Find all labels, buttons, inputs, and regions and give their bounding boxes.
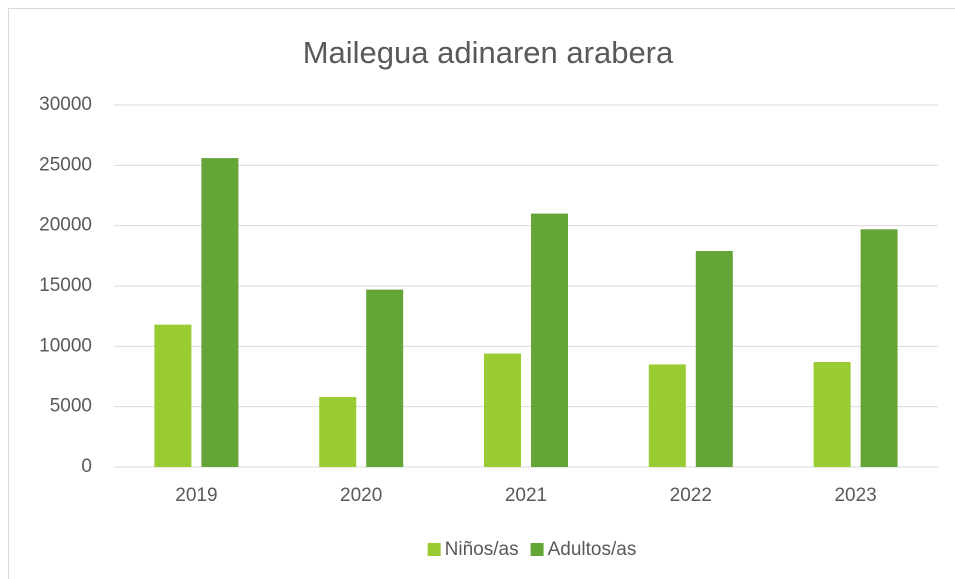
x-tick-label: 2022 — [670, 485, 712, 506]
chart-border — [8, 8, 955, 579]
legend-label: Niños/as — [445, 539, 519, 560]
legend-swatch — [427, 543, 441, 556]
bar — [319, 397, 357, 467]
x-tick-label: 2019 — [175, 485, 217, 506]
y-tick-label: 25000 — [39, 154, 92, 175]
x-tick-label: 2021 — [505, 485, 547, 506]
bar — [484, 353, 521, 467]
y-tick-label: 0 — [81, 456, 92, 477]
y-tick-label: 30000 — [39, 94, 92, 115]
bar — [648, 364, 686, 467]
x-tick-label: 2020 — [340, 485, 382, 506]
x-tick-label: 2023 — [834, 485, 876, 506]
bar — [860, 229, 898, 467]
bar — [531, 213, 568, 467]
bar — [201, 158, 239, 468]
y-tick-label: 15000 — [39, 275, 92, 296]
y-tick-label: 20000 — [39, 215, 92, 236]
bar — [813, 362, 851, 467]
chart-title: Mailegua adinaren arabera — [303, 35, 674, 70]
legend-label: Adultos/as — [548, 539, 637, 560]
bar — [154, 324, 192, 467]
bar — [695, 251, 733, 467]
bar — [366, 289, 404, 467]
y-tick-label: 10000 — [39, 335, 92, 356]
y-tick-label: 5000 — [50, 396, 92, 417]
legend-swatch — [530, 543, 544, 556]
